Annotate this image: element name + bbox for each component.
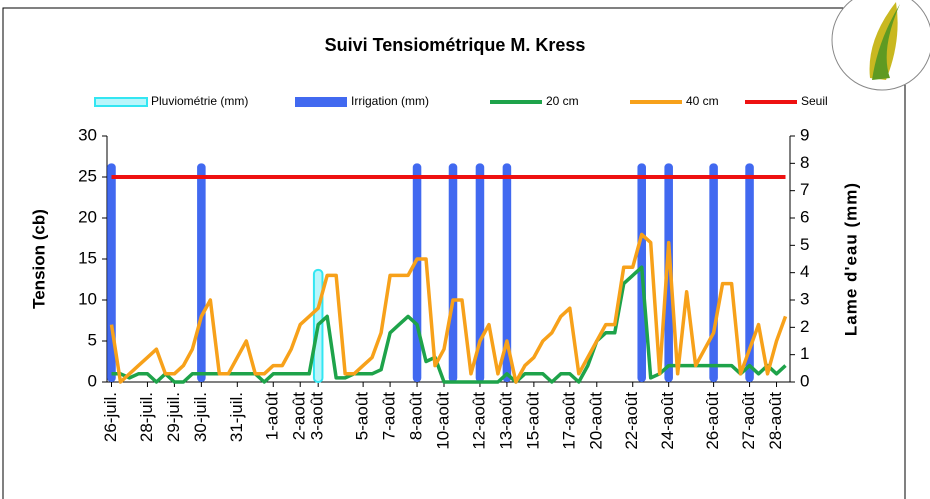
x-tick-label: 2-août (290, 392, 309, 440)
legend-swatch (95, 98, 147, 106)
bar (413, 163, 422, 382)
x-tick-label: 29-juil. (164, 392, 183, 442)
legend-swatch (295, 97, 347, 107)
y2-tick-label: 8 (800, 153, 809, 172)
y2-tick-label: 5 (800, 235, 809, 254)
x-tick-label: 27-août (739, 392, 758, 450)
bar (709, 163, 718, 382)
y-tick-label: 15 (78, 248, 97, 267)
x-tick-label: 22-août (622, 392, 641, 450)
chart-title: Suivi Tensiométrique M. Kress (325, 35, 586, 55)
x-tick-label: 26-juil. (101, 392, 120, 442)
y2-tick-label: 7 (800, 180, 809, 199)
x-tick-label: 1-août (263, 392, 282, 440)
x-tick-label: 13-août (496, 392, 515, 450)
x-tick-label: 5-août (353, 392, 372, 440)
legend-label: Seuil (801, 94, 828, 108)
y-tick-label: 0 (88, 371, 97, 390)
x-tick-label: 20-août (586, 392, 605, 450)
y-tick-label: 5 (88, 330, 97, 349)
y2-axis-title: Lame d'eau (mm) (841, 182, 860, 336)
y2-tick-label: 6 (800, 207, 809, 226)
x-tick-label: 28-août (766, 392, 785, 450)
x-tick-label: 15-août (523, 392, 542, 450)
y2-tick-label: 9 (800, 125, 809, 144)
legend-label: Pluviométrie (mm) (151, 94, 248, 108)
bar (197, 163, 206, 382)
y-tick-label: 30 (78, 125, 97, 144)
chart: Suivi Tensiométrique M. Kress Tension (c… (0, 0, 930, 499)
x-tick-label: 26-août (703, 392, 722, 450)
x-tick-label: 28-juil. (137, 392, 156, 442)
y2-tick-label: 1 (800, 344, 809, 363)
legend-label: 20 cm (546, 94, 579, 108)
x-tick-label: 31-juil. (227, 392, 246, 442)
y2-tick-label: 2 (800, 317, 809, 336)
x-tick-label: 30-juil. (191, 392, 210, 442)
x-tick-label: 17-août (559, 392, 578, 450)
y2-tick-label: 4 (800, 262, 809, 281)
y-tick-label: 10 (78, 289, 97, 308)
legend-label: Irrigation (mm) (351, 94, 429, 108)
y2-tick-label: 0 (800, 371, 809, 390)
y-tick-label: 20 (78, 207, 97, 226)
y-tick-label: 25 (78, 166, 97, 185)
y2-tick-label: 3 (800, 289, 809, 308)
x-tick-label: 7-août (380, 392, 399, 440)
x-tick-label: 8-août (407, 392, 426, 440)
y-axis-title: Tension (cb) (29, 209, 48, 309)
x-tick-label: 3-août (308, 392, 327, 440)
x-tick-label: 10-août (433, 392, 452, 450)
x-tick-label: 12-août (469, 392, 488, 450)
legend-label: 40 cm (686, 94, 719, 108)
bar (449, 163, 458, 382)
x-tick-label: 24-août (658, 392, 677, 450)
